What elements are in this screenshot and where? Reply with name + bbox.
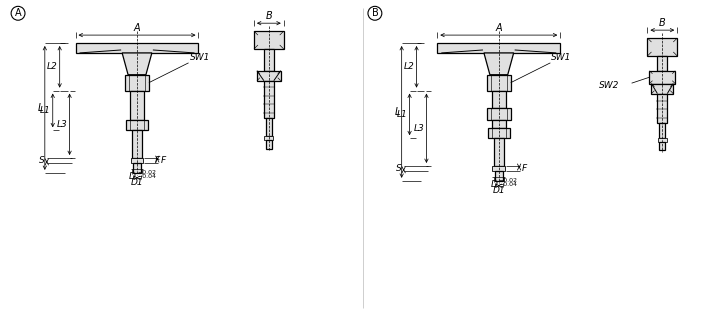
Text: F: F [155,156,160,165]
Bar [488,128,510,138]
Bar [659,142,665,150]
Bar [264,81,274,118]
Bar [657,56,667,71]
Bar [133,163,141,173]
Bar [658,138,667,142]
Bar [76,43,198,53]
Text: F: F [160,156,166,165]
Text: A: A [496,23,502,33]
Text: S: S [396,164,401,173]
Text: B: B [265,11,272,21]
Text: −0.04: −0.04 [499,182,518,187]
Bar [487,108,510,120]
Polygon shape [484,53,514,75]
Bar [495,171,503,181]
Bar [257,71,281,81]
Text: −0.04: −0.04 [137,174,156,179]
Bar [492,91,506,108]
Text: L: L [394,107,400,117]
Bar [265,136,273,140]
Text: L: L [38,103,43,113]
Text: F: F [522,164,527,173]
Text: A: A [15,8,21,18]
Text: L3: L3 [414,124,425,133]
Text: S: S [39,156,45,165]
Bar [131,158,143,163]
Bar [659,123,665,138]
Bar [254,31,284,49]
Bar [126,120,148,130]
Bar [438,43,561,53]
Bar [264,49,274,71]
Polygon shape [122,53,152,75]
Bar [492,120,506,128]
Text: D: D [491,180,498,189]
Text: L2: L2 [47,62,57,71]
Bar [651,84,673,94]
Bar [487,75,510,91]
Bar [125,75,149,91]
Bar [132,130,142,158]
Text: L1: L1 [40,106,51,115]
Text: D: D [129,172,136,181]
Text: SW1: SW1 [190,53,210,62]
Text: −0.02: −0.02 [499,178,518,183]
Text: L3: L3 [57,120,68,129]
Bar [266,118,272,136]
Bar [130,91,144,120]
Bar [649,71,675,84]
Bar [494,138,504,166]
Text: B: B [371,8,378,18]
Bar [492,166,505,171]
Text: B: B [659,18,666,28]
Text: L1: L1 [397,110,408,119]
Bar [266,140,272,149]
Text: D1: D1 [131,178,143,187]
Text: SW1: SW1 [551,53,571,62]
Text: SW2: SW2 [599,81,619,90]
Text: D1: D1 [492,186,505,195]
Text: A: A [134,23,140,33]
Text: −0.02: −0.02 [137,170,156,175]
Bar [657,94,667,123]
Text: L2: L2 [403,62,414,71]
Bar [648,38,678,56]
